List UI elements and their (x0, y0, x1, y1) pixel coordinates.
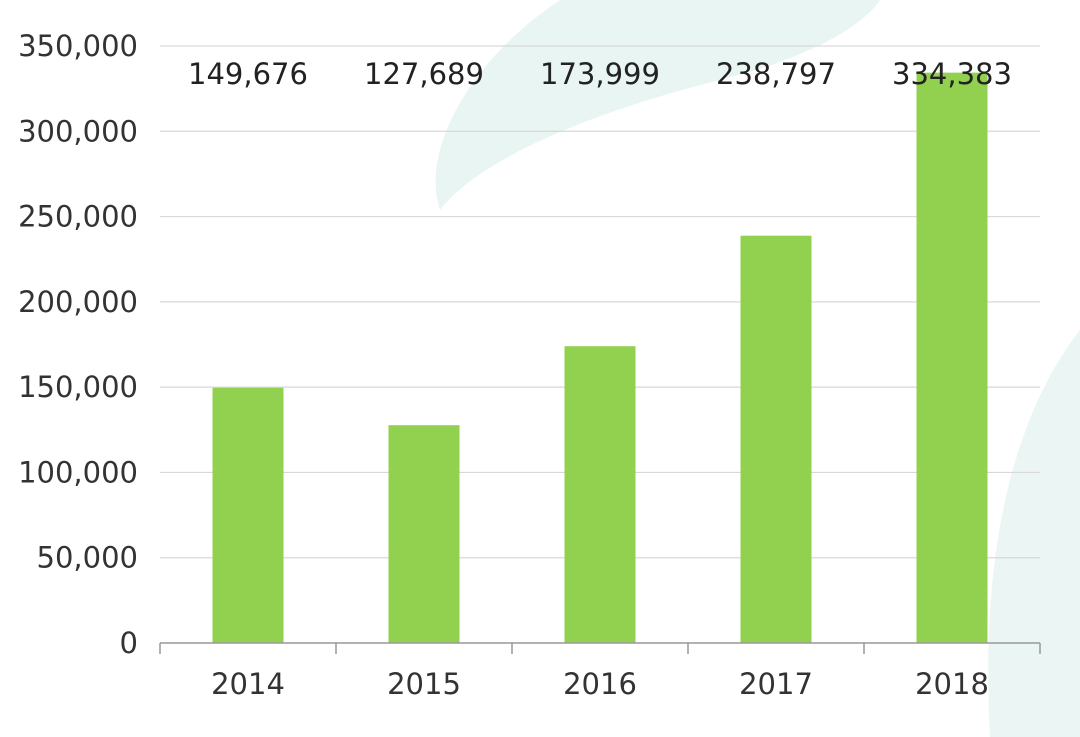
bar-2014 (212, 387, 284, 643)
y-tick-label: 250,000 (18, 200, 138, 234)
labels: 0 50,000 100,000 150,000 200,000 250,000 300,0… (18, 29, 1012, 701)
axes (159, 642, 1041, 654)
x-tick-label: 2015 (387, 667, 461, 701)
background-swirl-shape (988, 330, 1080, 737)
y-tick-label: 200,000 (18, 285, 138, 319)
x-tick-label: 2017 (739, 667, 813, 701)
y-tick-label: 0 (120, 626, 138, 660)
data-label: 127,689 (364, 57, 484, 91)
data-label: 173,999 (540, 57, 660, 91)
y-tick-label: 300,000 (18, 114, 138, 148)
data-label: 149,676 (188, 57, 308, 91)
bar-2018 (916, 72, 988, 644)
y-tick-label: 50,000 (37, 541, 138, 575)
x-tick-label: 2018 (915, 667, 989, 701)
bar-2017 (740, 235, 812, 643)
data-label: 334,383 (892, 57, 1012, 91)
y-tick-label: 100,000 (18, 455, 138, 489)
bar-2016 (564, 346, 636, 643)
x-tick-label: 2016 (563, 667, 637, 701)
background-swirl (435, 0, 1080, 737)
y-tick-label: 150,000 (18, 370, 138, 404)
bars (212, 72, 988, 644)
data-label: 238,797 (716, 57, 836, 91)
x-tick-label: 2014 (211, 667, 285, 701)
background-swirl-shape (435, 0, 880, 210)
bar-2015 (388, 425, 460, 643)
y-tick-label: 350,000 (18, 29, 138, 63)
